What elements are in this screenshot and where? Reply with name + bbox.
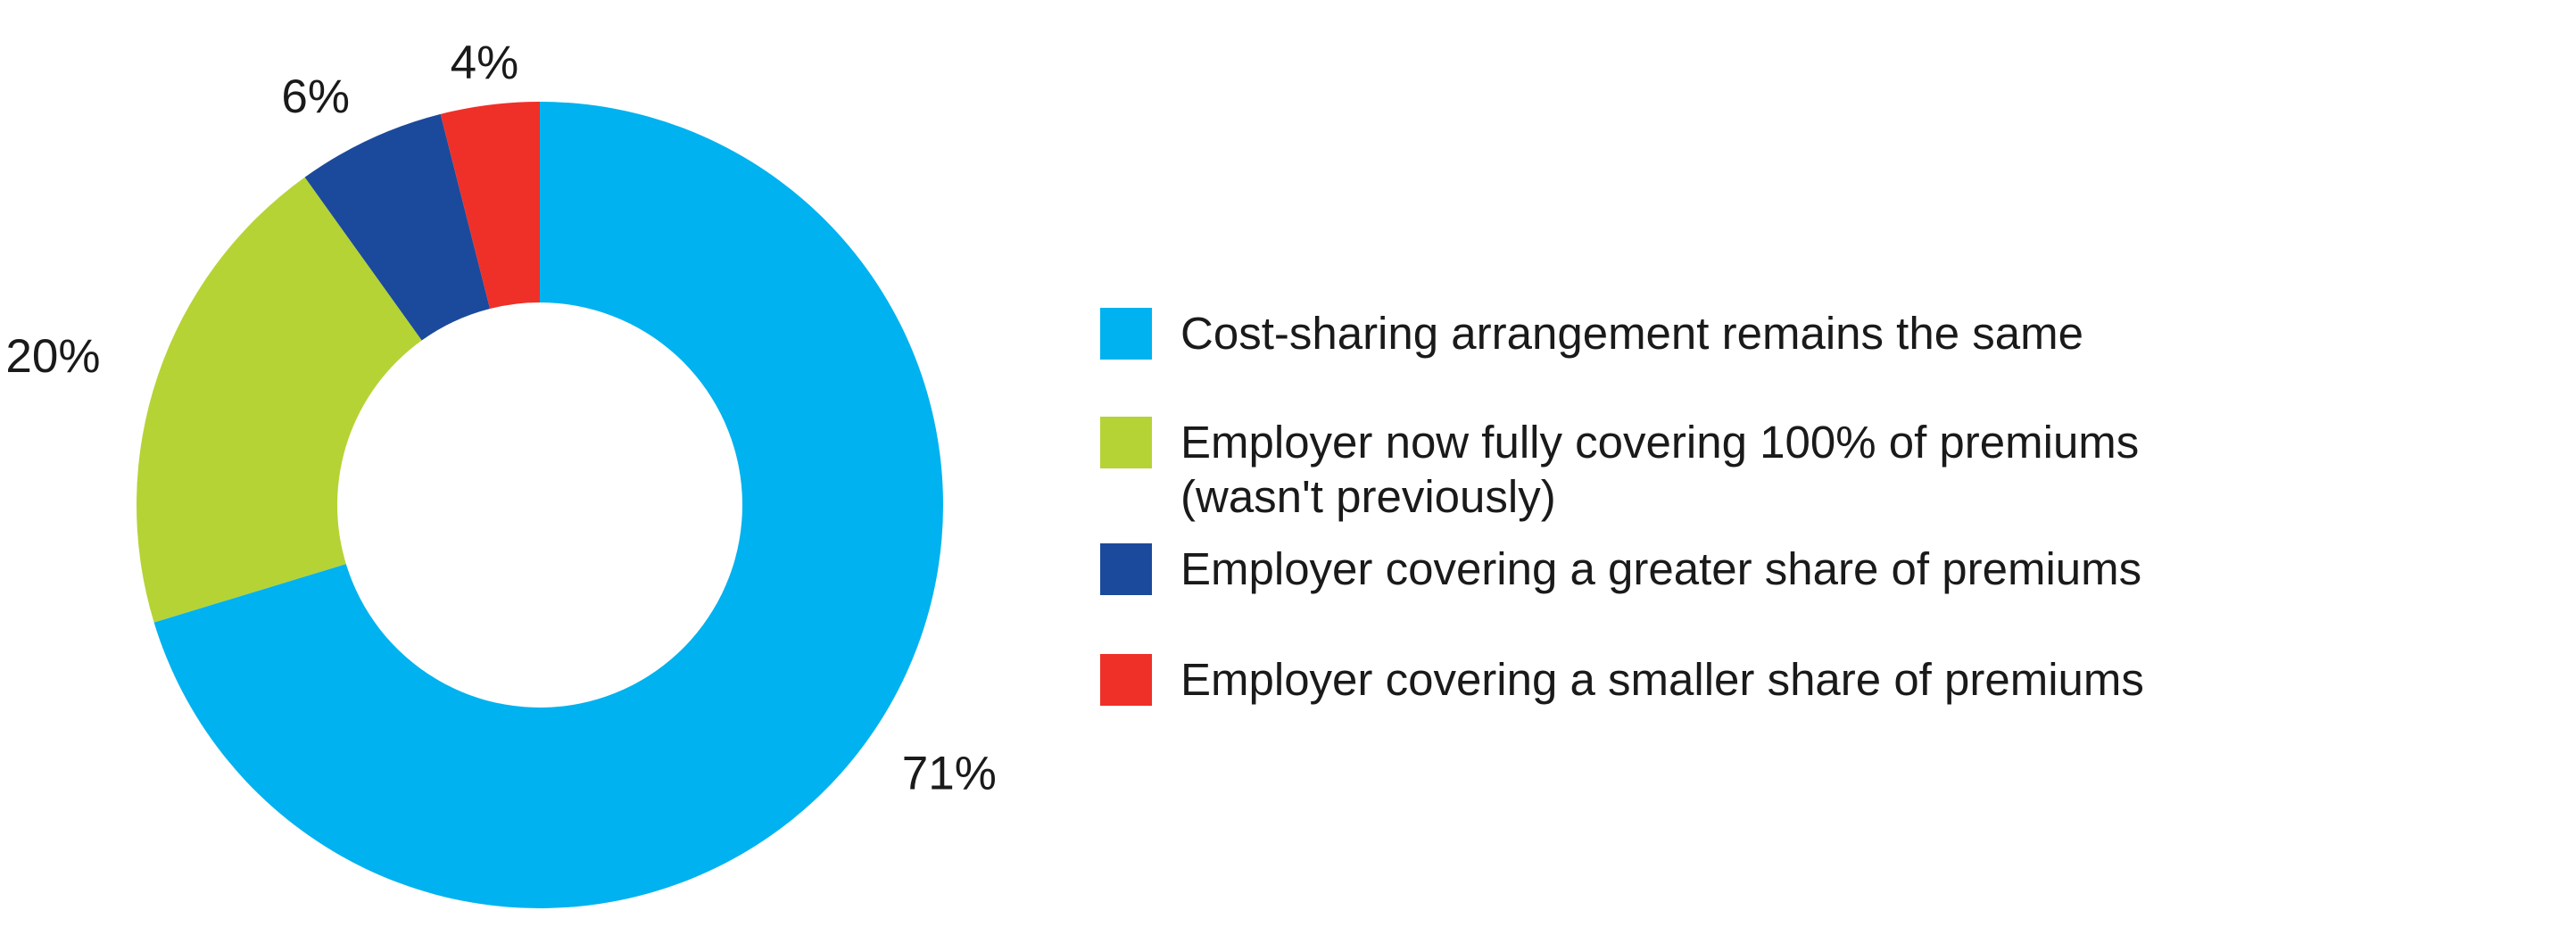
donut-slice-2	[137, 177, 422, 623]
slice-labels: 71% 20% 6% 4%	[5, 37, 996, 800]
slice-value-label-4: 4%	[451, 37, 519, 89]
legend-label-3: Employer covering a greater share of pre…	[1180, 543, 2141, 594]
legend-label-2-line-2: (wasn't previously)	[1180, 471, 1556, 522]
legend-swatch-1	[1100, 308, 1152, 360]
donut-slice-3	[304, 113, 491, 341]
donut-slices	[137, 102, 944, 908]
legend-swatch-2	[1100, 417, 1152, 468]
donut-slice-1	[153, 102, 944, 908]
chart-legend: Cost-sharing arrangement remains the sam…	[1100, 308, 2144, 706]
slice-value-label-1: 71%	[902, 748, 997, 800]
slice-value-label-3: 6%	[281, 70, 350, 123]
legend-label-2-line-1: Employer now fully covering 100% of prem…	[1180, 417, 2139, 468]
slice-value-label-2: 20%	[5, 330, 100, 383]
legend-label-4: Employer covering a smaller share of pre…	[1180, 654, 2144, 705]
donut-slice-4	[440, 102, 540, 309]
legend-swatch-4	[1100, 654, 1152, 706]
legend-swatch-3	[1100, 543, 1152, 595]
legend-label-1: Cost-sharing arrangement remains the sam…	[1180, 308, 2083, 359]
